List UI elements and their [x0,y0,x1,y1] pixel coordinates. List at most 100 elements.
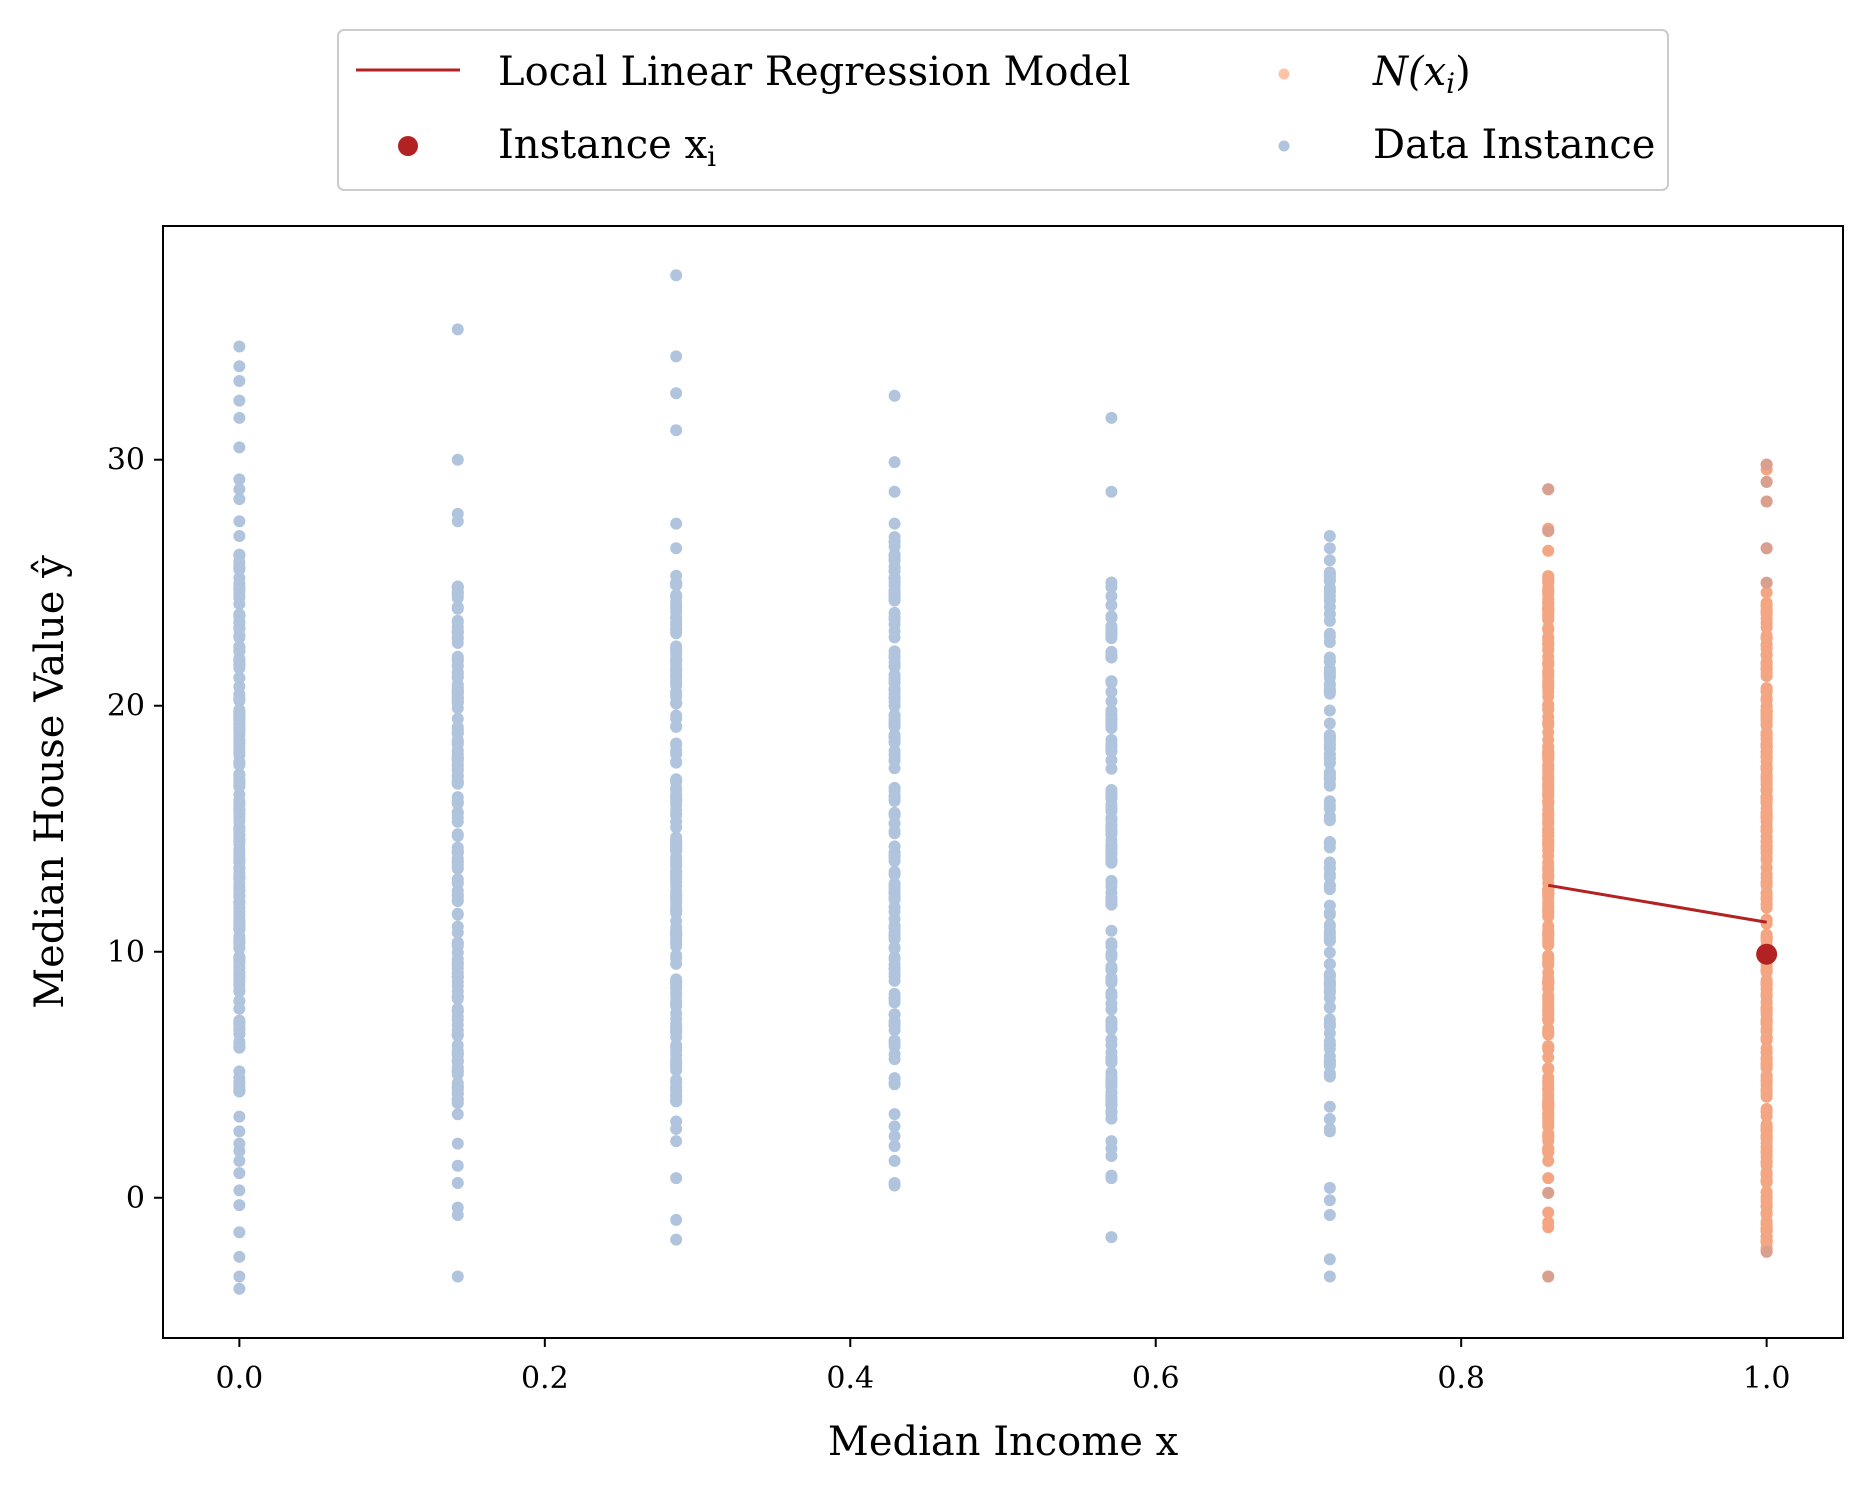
y-axis-label: Median House Value ŷ [27,555,73,1009]
neighborhood-point [1542,659,1555,672]
neighborhood-point [1760,844,1773,857]
data-instance-point [888,930,901,943]
data-instance-point [451,1013,464,1026]
data-instance-point [451,1137,464,1150]
data-instance-point [233,821,246,834]
data-instance-point [670,773,683,786]
data-instance-point [888,517,901,530]
data-instance-point [670,831,683,844]
data-instance-point [888,645,901,658]
data-instance-point [888,963,901,976]
legend-label-neighborhood-text: N(x [1372,49,1446,95]
neighborhood-point [1542,1221,1555,1234]
data-instance-point [670,685,683,698]
data-instance-point [1323,946,1336,959]
data-instance-point [451,636,464,649]
data-instance-point [451,1054,464,1067]
data-instance-point [888,1040,901,1053]
data-instance-point [1105,762,1118,775]
data-instance-point [233,985,246,998]
data-instance-point [451,907,464,920]
data-instance-point [888,700,901,713]
data-instance-point [1323,883,1336,896]
data-instance-point [1323,908,1336,921]
neighborhood-point [1760,793,1773,806]
legend-label-data: Data Instance [1373,122,1655,168]
data-instance-point [888,485,901,498]
data-instance-point [888,1130,901,1143]
data-instance-point [888,754,901,767]
data-instance-point [670,1041,683,1054]
data-instance-point [233,1125,246,1138]
data-instance-point [888,656,901,669]
data-instance-point [1323,738,1336,751]
neighborhood-point [1760,997,1773,1010]
data-instance-point [670,697,683,710]
data-instance-point [1323,862,1336,875]
data-instance-point [1323,1208,1336,1221]
neighborhood-point [1760,1042,1773,1055]
data-instance-point [888,560,901,573]
data-instance-point [1105,685,1118,698]
data-instance-point [1105,1018,1118,1031]
data-instance-point [451,757,464,770]
data-instance-point [233,473,246,486]
data-instance-point [1323,717,1336,730]
data-instance-point [233,560,246,573]
neighborhood-point [1542,483,1555,496]
data-instance-point [233,645,246,658]
data-instance-point [451,795,464,808]
data-instance-point [451,936,464,949]
data-instance-point [1323,704,1336,717]
data-instance-point [1323,920,1336,933]
data-instance-point [888,676,901,689]
neighborhood-point [1760,1103,1773,1116]
neighborhood-point [1760,802,1773,815]
neighborhood-point [1542,860,1555,873]
y-tick-label: 0 [126,1181,145,1216]
data-instance-point [1105,874,1118,887]
neighborhood-point [1542,830,1555,843]
data-instance-point [670,644,683,657]
data-instance-point [451,1096,464,1109]
data-instance-point [1105,1003,1118,1016]
neighborhood-point [1760,1156,1773,1169]
neighborhood-point [1760,751,1773,764]
neighborhood-point [1542,808,1555,821]
data-instance-point [888,572,901,585]
data-instance-point [451,515,464,528]
data-instance-point [670,517,683,530]
neighborhood-point [1542,975,1555,988]
legend-marker-data [1278,140,1290,152]
neighborhood-point [1760,1175,1773,1188]
neighborhood-point [1760,1147,1773,1160]
legend-marker-instance [398,136,418,156]
data-instance-point [1323,687,1336,700]
data-instance-point [451,862,464,875]
data-instance-point [233,493,246,506]
data-instance-point [888,1140,901,1153]
data-instance-point [670,542,683,555]
data-instance-point [233,1282,246,1295]
x-tick-label: 0.4 [826,1361,874,1396]
data-instance-point [670,1017,683,1030]
data-instance-point [233,694,246,707]
neighborhood-point [1760,1185,1773,1198]
data-instance-point [670,569,683,582]
data-instance-point [1323,574,1336,587]
data-instance-point [233,872,246,885]
data-instance-point [888,942,901,955]
x-tick-label: 0.8 [1437,1361,1485,1396]
data-instance-point [1323,1125,1336,1138]
neighborhood-point [1760,649,1773,662]
data-instance-point [451,807,464,820]
neighborhood-point [1760,606,1773,619]
data-instance-point [451,1208,464,1221]
data-instance-point [1323,542,1336,555]
neighborhood-point [1760,868,1773,881]
data-instance-point [233,374,246,387]
neighborhood-point [1542,1172,1555,1185]
data-instance-point [670,821,683,834]
data-instance-point [451,828,464,841]
data-instance-point [233,360,246,373]
